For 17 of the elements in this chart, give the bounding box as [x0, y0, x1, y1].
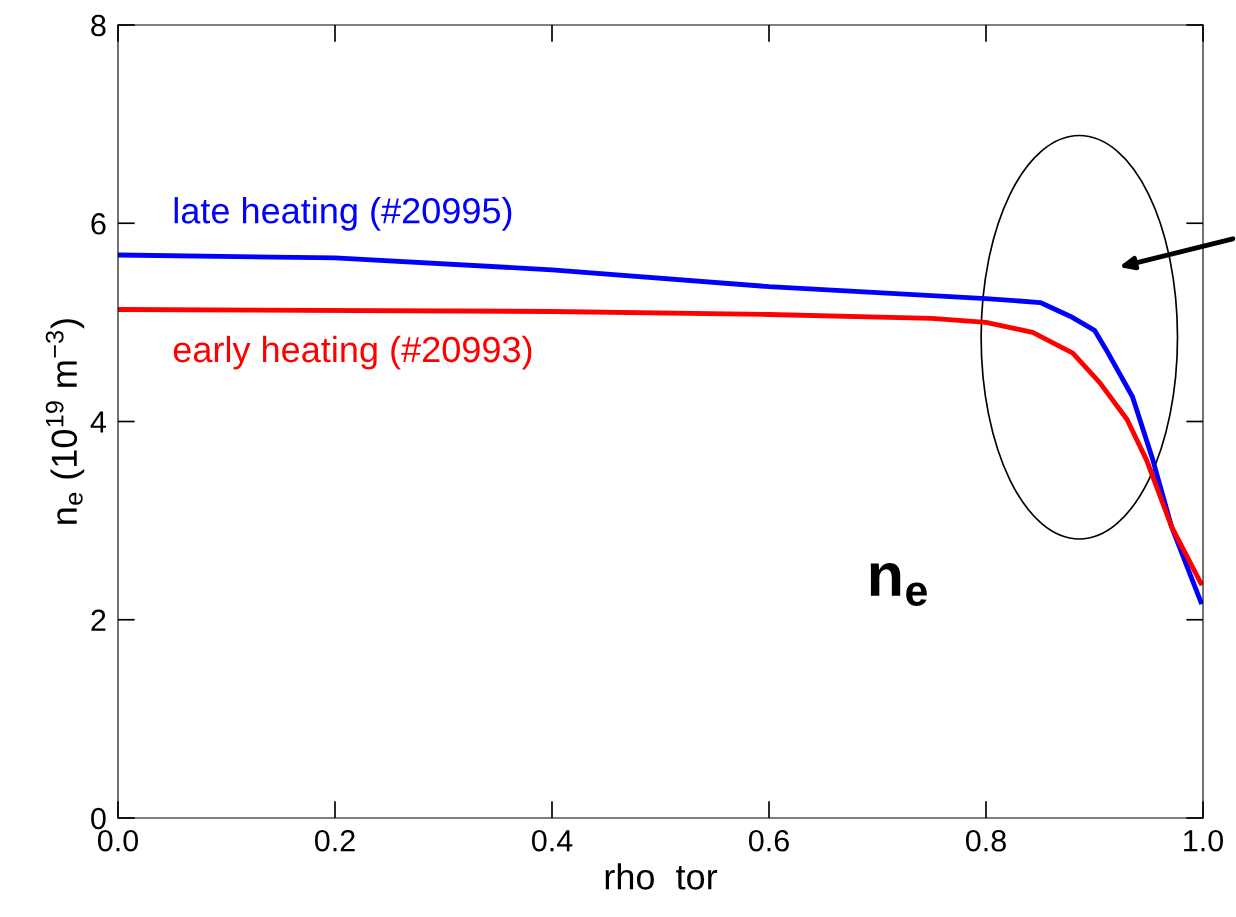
- x-tick-label: 0.2: [314, 829, 355, 852]
- y-axis-title: n$_{e}$ (10$^{19}$ m$^{−3}$): [45, 319, 85, 524]
- text: 0.0: [97, 829, 139, 852]
- x-tick-label: 0.6: [748, 829, 789, 852]
- x-tick-label: 0.8: [965, 829, 1006, 852]
- y-tick-label: 4: [90, 411, 106, 433]
- line-series: [118, 252, 1203, 605]
- x-tick-label: 0.4: [531, 829, 573, 852]
- y-tick-label: 0: [91, 807, 106, 830]
- y-tick-label: 8: [91, 14, 106, 37]
- y-tick-label: 2: [91, 609, 106, 631]
- x-axis-title: rho tor: [605, 863, 718, 890]
- y-tick-label: 6: [91, 212, 106, 235]
- annotation: n$_{e}$: [870, 562, 927, 606]
- series-label: late heating (#20995): [174, 197, 512, 231]
- series-label: early heating (#20993): [173, 335, 532, 370]
- text: 1.0: [1184, 829, 1224, 852]
